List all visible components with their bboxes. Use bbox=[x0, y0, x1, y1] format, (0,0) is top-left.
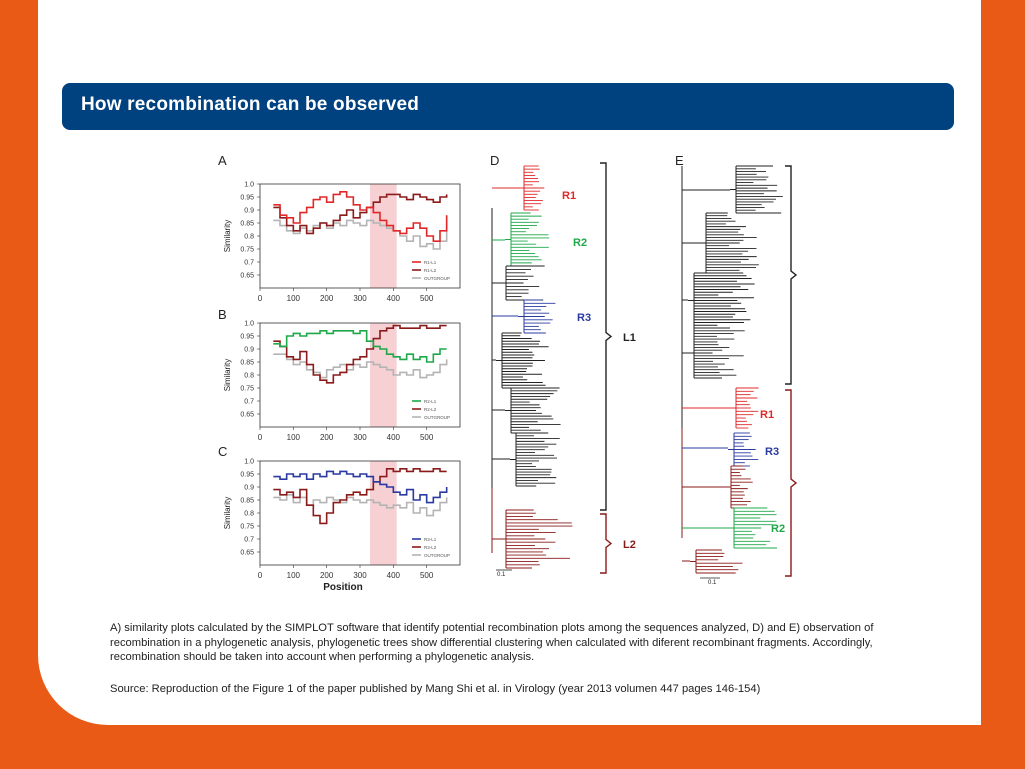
phylogenetic-tree-e bbox=[681, 165, 798, 579]
series-line-r1-l2-a bbox=[273, 193, 448, 235]
recombination-highlight-a bbox=[370, 184, 397, 288]
y-tick-label-b: 0.95 bbox=[240, 334, 254, 341]
x-tick-label-c: 300 bbox=[353, 571, 367, 580]
y-axis-label-b: Similarity bbox=[223, 359, 232, 391]
y-tick-label-a: 0.8 bbox=[244, 234, 254, 241]
tree-d-scale-label: 0.1 bbox=[497, 572, 506, 578]
tree-d-label-l1: L1 bbox=[623, 332, 636, 344]
legend-label-a: OUTGROUP bbox=[424, 276, 450, 281]
similarity-plot-a: 1.0 0.95 0.9 0.85 0.8 0.75 0.7 0.65 0 100 200 300 40… bbox=[223, 182, 461, 303]
series-line-r3-l2-c bbox=[273, 468, 447, 525]
legend-label-b: OUTGROUP bbox=[424, 415, 450, 420]
y-tick-label-b: 0.7 bbox=[244, 399, 254, 406]
y-tick-label-a: 0.65 bbox=[240, 273, 254, 280]
tree-e-brace-l1 bbox=[785, 165, 798, 385]
y-tick-label-c: 0.85 bbox=[240, 498, 254, 505]
y-tick-label-c: 0.95 bbox=[240, 472, 254, 479]
tree-letter-d: D bbox=[490, 153, 499, 168]
series-line-r2-l1-b bbox=[273, 330, 447, 363]
y-axis-label-a: Similarity bbox=[223, 220, 232, 252]
tree-e-label-r2: R2 bbox=[771, 523, 785, 535]
figure: A B C 1.0 0.95 0.9 0.85 0.8 0.75 0.7 0.65 0 100 20… bbox=[218, 153, 798, 593]
panel-letter-a: A bbox=[218, 153, 227, 168]
legend-label-b: R2-L2 bbox=[424, 407, 437, 412]
x-tick-label-b: 200 bbox=[320, 433, 334, 442]
legend-label-a: R1-L2 bbox=[424, 268, 437, 273]
x-tick-label-b: 500 bbox=[420, 433, 434, 442]
slide-title: How recombination can be observed bbox=[81, 94, 420, 115]
y-tick-label-c: 0.75 bbox=[240, 524, 254, 531]
y-tick-label-c: 0.9 bbox=[244, 485, 254, 492]
series-line-r2-l2-b bbox=[273, 324, 447, 384]
x-tick-label-c: 500 bbox=[420, 571, 434, 580]
y-tick-label-c: 0.65 bbox=[240, 550, 254, 557]
x-tick-label-a: 400 bbox=[387, 294, 401, 303]
x-tick-label-b: 100 bbox=[287, 433, 301, 442]
x-tick-label-c: 100 bbox=[287, 571, 301, 580]
similarity-plot-b: 1.0 0.95 0.9 0.85 0.8 0.75 0.7 0.65 0 100 200 300 40… bbox=[223, 321, 461, 442]
y-tick-label-b: 0.9 bbox=[244, 347, 254, 354]
legend-label-c: R3-L2 bbox=[424, 545, 437, 550]
figure-caption: A) similarity plots calculated by the SI… bbox=[110, 622, 874, 663]
y-tick-label-b: 0.8 bbox=[244, 373, 254, 380]
y-tick-label-a: 0.95 bbox=[240, 195, 254, 202]
series-line-r1-l1-a bbox=[273, 191, 448, 242]
legend-label-c: R3-L1 bbox=[424, 537, 437, 542]
series-line-outgroup-a bbox=[273, 219, 448, 250]
y-tick-label-a: 0.75 bbox=[240, 247, 254, 254]
tree-d-brace-l2 bbox=[600, 513, 613, 574]
panel-letter-c: C bbox=[218, 444, 227, 459]
y-tick-label-a: 0.7 bbox=[244, 260, 254, 267]
legend-label-b: R2-L1 bbox=[424, 399, 437, 404]
series-line-outgroup-b bbox=[273, 353, 448, 379]
tree-letter-e: E bbox=[675, 153, 684, 168]
x-tick-label-a: 0 bbox=[258, 294, 263, 303]
tree-e-label-r3: R3 bbox=[765, 446, 779, 458]
title-banner: How recombination can be observed bbox=[62, 83, 954, 130]
similarity-plot-c: 1.0 0.95 0.9 0.85 0.8 0.75 0.7 0.65 0 100 200 300 40… bbox=[223, 459, 461, 580]
x-tick-label-a: 100 bbox=[287, 294, 301, 303]
y-tick-label-b: 0.65 bbox=[240, 412, 254, 419]
legend-label-a: R1-L1 bbox=[424, 260, 437, 265]
y-axis-label-c: Similarity bbox=[223, 497, 232, 529]
legend-label-c: OUTGROUP bbox=[424, 553, 450, 558]
x-tick-label-b: 0 bbox=[258, 433, 263, 442]
tree-e-scale-label: 0.1 bbox=[708, 580, 717, 586]
x-tick-label-a: 500 bbox=[420, 294, 434, 303]
x-tick-label-c: 0 bbox=[258, 571, 263, 580]
x-axis-label: Position bbox=[323, 582, 362, 593]
series-line-r3-l1-c bbox=[273, 470, 448, 504]
tree-e-label-r1: R1 bbox=[760, 409, 774, 421]
x-tick-label-c: 400 bbox=[387, 571, 401, 580]
y-tick-label-a: 0.9 bbox=[244, 208, 254, 215]
recombination-highlight-c bbox=[370, 461, 397, 565]
y-tick-label-b: 1.0 bbox=[244, 321, 254, 328]
y-tick-label-c: 0.7 bbox=[244, 537, 254, 544]
x-tick-label-b: 400 bbox=[387, 433, 401, 442]
phylogenetic-tree-d bbox=[491, 162, 613, 574]
x-tick-label-c: 200 bbox=[320, 571, 334, 580]
tree-d-label-r3: R3 bbox=[577, 312, 591, 324]
source-note: Source: Reproduction of the Figure 1 of … bbox=[110, 683, 761, 695]
tree-d-label-l2: L2 bbox=[623, 539, 636, 551]
y-tick-label-a: 0.85 bbox=[240, 221, 254, 228]
y-tick-label-c: 1.0 bbox=[244, 459, 254, 466]
y-tick-label-c: 0.8 bbox=[244, 511, 254, 518]
series-line-outgroup-c bbox=[273, 494, 448, 517]
x-tick-label-a: 300 bbox=[353, 294, 367, 303]
x-tick-label-b: 300 bbox=[353, 433, 367, 442]
y-tick-label-a: 1.0 bbox=[244, 182, 254, 189]
x-tick-label-a: 200 bbox=[320, 294, 334, 303]
tree-d-label-r2: R2 bbox=[573, 237, 587, 249]
recombination-highlight-b bbox=[370, 323, 397, 427]
tree-e-brace-l2 bbox=[785, 389, 798, 577]
tree-d-brace-l1 bbox=[600, 162, 613, 511]
tree-d-label-r1: R1 bbox=[562, 190, 576, 202]
y-tick-label-b: 0.85 bbox=[240, 360, 254, 367]
panel-letter-b: B bbox=[218, 307, 227, 322]
y-tick-label-b: 0.75 bbox=[240, 386, 254, 393]
